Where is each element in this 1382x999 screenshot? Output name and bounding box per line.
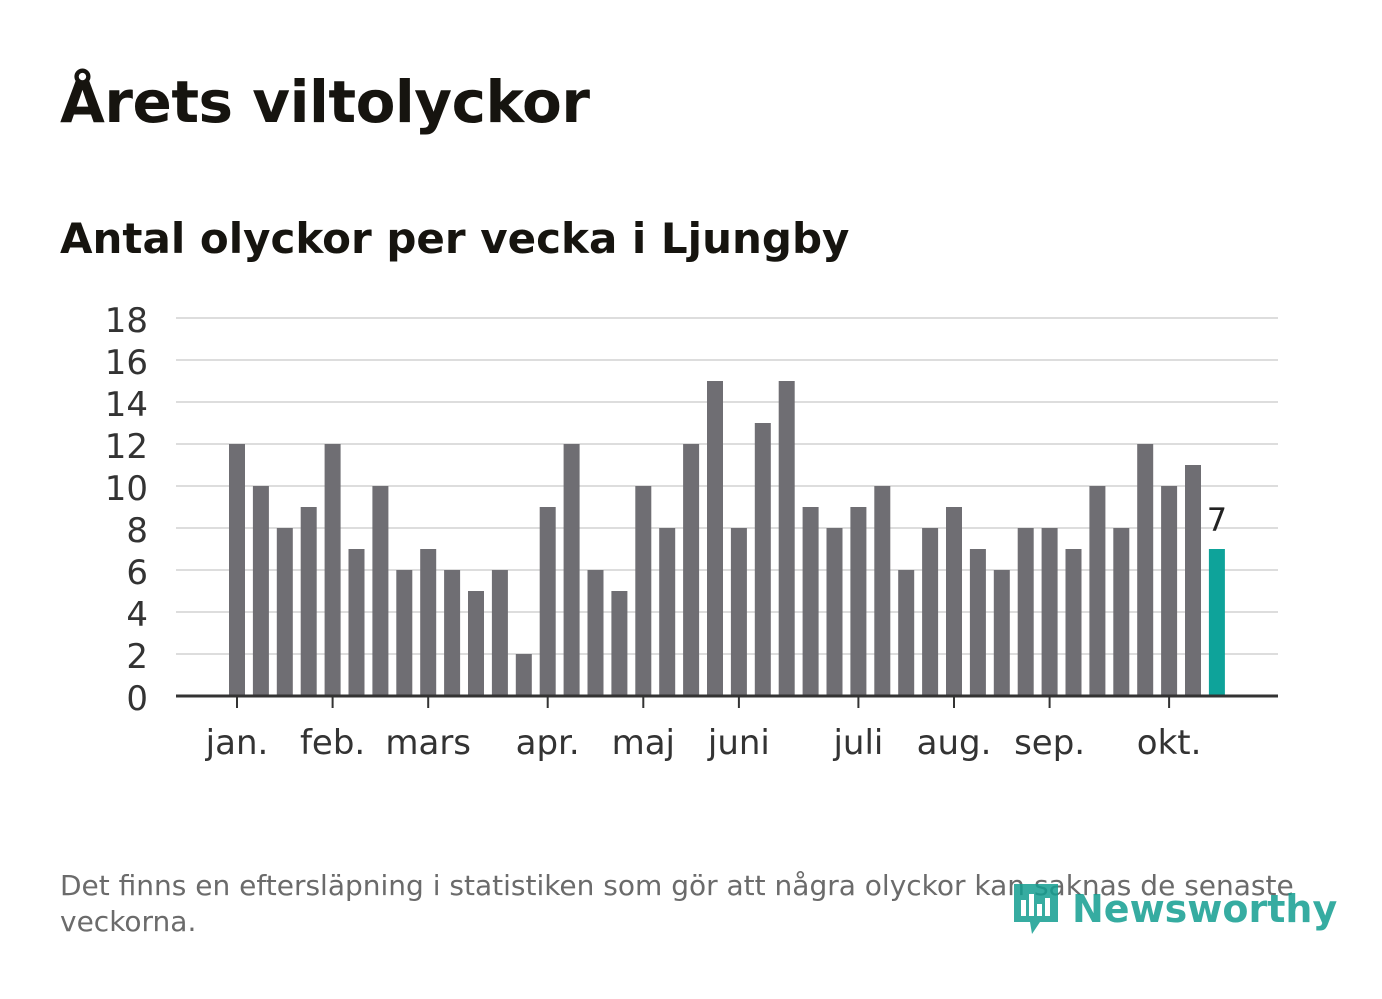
bar — [754, 423, 771, 696]
chart-title: Årets viltolyckor — [60, 68, 590, 136]
bar — [539, 507, 556, 696]
bar — [276, 528, 293, 696]
bar — [969, 549, 986, 696]
x-tick-label: juli — [832, 723, 883, 763]
y-tick-label: 14 — [105, 385, 148, 425]
bar — [324, 444, 341, 696]
bar — [707, 381, 723, 696]
bar — [420, 549, 437, 696]
bar — [993, 570, 1010, 696]
bar — [563, 444, 580, 696]
bar — [348, 549, 365, 696]
x-tick-label: feb. — [300, 723, 365, 763]
bar — [1017, 528, 1034, 696]
bar — [1137, 444, 1154, 696]
bar — [922, 528, 939, 696]
bar — [778, 381, 795, 696]
bar — [444, 570, 461, 696]
bar — [1065, 549, 1082, 696]
y-tick-label: 2 — [126, 637, 148, 677]
bar — [659, 528, 676, 696]
x-tick-label: aug. — [917, 723, 992, 763]
bar — [946, 507, 962, 696]
bar — [229, 444, 245, 696]
x-axis-month-labels: jan. feb. mars apr. maj juni juli aug. sep. okt. — [205, 696, 1202, 763]
bar — [850, 507, 867, 696]
bar — [826, 528, 843, 696]
y-tick-label: 10 — [105, 469, 148, 509]
bar — [372, 486, 389, 696]
bars — [229, 381, 1225, 696]
x-tick-label: apr. — [516, 723, 580, 763]
x-tick-label: juni — [707, 723, 770, 763]
y-tick-label: 16 — [105, 343, 148, 383]
bar — [802, 507, 819, 696]
x-tick-label: jan. — [205, 723, 269, 763]
x-tick-label: maj — [612, 723, 675, 763]
y-tick-label: 4 — [126, 595, 148, 635]
footnote: Det finns en eftersläpning i statistiken… — [60, 869, 1294, 938]
bar — [252, 486, 269, 696]
chart-subtitle: Antal olyckor per vecka i Ljungby — [60, 214, 850, 263]
bar — [1089, 486, 1106, 696]
y-tick-label: 18 — [105, 301, 148, 341]
bar — [396, 570, 413, 696]
x-tick-label: mars — [385, 723, 471, 763]
y-tick-label: 8 — [126, 511, 148, 551]
bar — [683, 444, 700, 696]
y-tick-label: 12 — [105, 427, 148, 467]
logo-text: Newsworthy — [1072, 887, 1338, 931]
bar — [1113, 528, 1130, 696]
y-tick-label: 0 — [126, 679, 148, 719]
highlight-value-label: 7 — [1207, 501, 1227, 539]
bar-highlight — [1208, 549, 1225, 696]
bar — [1161, 486, 1178, 696]
y-tick-label: 6 — [126, 553, 148, 593]
bar — [635, 486, 652, 696]
bar — [515, 654, 532, 696]
bar — [611, 591, 628, 696]
bar — [587, 570, 604, 696]
bar — [468, 591, 484, 696]
x-tick-label: sep. — [1014, 723, 1085, 763]
bar — [1185, 465, 1201, 696]
bar — [730, 528, 747, 696]
data-labels: 7 — [1207, 501, 1227, 539]
bar — [300, 507, 317, 696]
bar — [898, 570, 915, 696]
bar — [491, 570, 508, 696]
newsworthy-chart-icon — [1014, 884, 1058, 934]
bar — [1041, 528, 1058, 696]
x-tick-label: okt. — [1137, 723, 1202, 763]
gridlines — [176, 317, 1278, 655]
newsworthy-logo: Newsworthy — [1010, 880, 1337, 938]
bar — [874, 486, 891, 696]
